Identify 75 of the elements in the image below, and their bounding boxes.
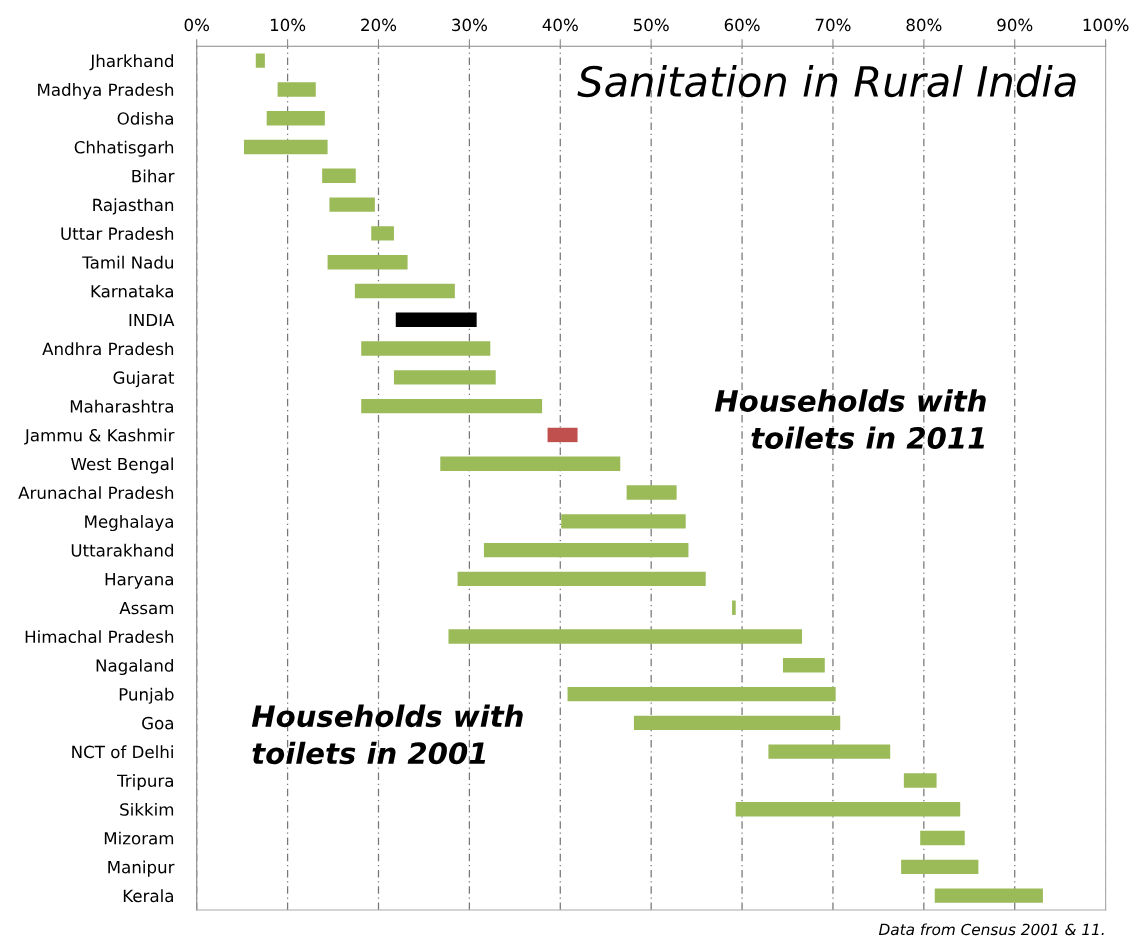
x-tick-label: 20%: [361, 18, 397, 32]
x-tick-label: 40%: [542, 18, 578, 32]
y-tick-label: Mizoram: [104, 831, 174, 845]
bar: [371, 226, 394, 241]
x-tick-label: 50%: [633, 18, 669, 32]
bar: [782, 658, 825, 673]
y-tick-label: Maharashtra: [70, 399, 173, 413]
y-tick-label: West Bengal: [71, 457, 173, 474]
y-tick-label: Bihar: [132, 169, 175, 183]
x-tick-label: 90%: [997, 18, 1033, 32]
x-tick-label: 100%: [1083, 18, 1129, 32]
x-tick-label: 10%: [270, 18, 306, 32]
bar: [440, 456, 621, 471]
bar: [448, 629, 803, 644]
y-tick-label: Meghalaya: [85, 514, 173, 532]
bar: [243, 139, 328, 155]
bar: [934, 888, 1043, 903]
x-tick-label: 80%: [906, 18, 942, 32]
bar: [567, 686, 836, 702]
y-tick-label: Punjab: [119, 687, 174, 704]
y-tick-label: Odisha: [117, 111, 173, 125]
bar: [361, 341, 491, 356]
bar: [547, 427, 578, 443]
bar: [255, 53, 265, 68]
y-tick-label: Rajasthan: [93, 198, 174, 215]
y-tick-label: Jharkhand: [89, 54, 173, 71]
bar: [457, 571, 706, 587]
annotation: Households with toilets in 2001: [251, 704, 523, 765]
bar: [903, 773, 937, 788]
y-tick-label: Uttar Pradesh: [61, 227, 174, 240]
bar: [732, 600, 736, 615]
y-tick-label: Andhra Pradesh: [42, 342, 174, 356]
y-tick-label: Uttarakhand: [71, 543, 173, 557]
x-tick-label: 70%: [815, 18, 851, 32]
x-tick-label: 0%: [184, 18, 210, 32]
y-tick-label: Kerala: [123, 889, 173, 903]
chart-title: Sanitation in Rural India: [577, 64, 1076, 98]
x-tick-label: 30%: [452, 18, 487, 32]
y-tick-label: Tripura: [117, 774, 173, 791]
y-tick-label: Haryana: [105, 573, 173, 589]
y-tick-label: NCT of Delhi: [72, 745, 173, 759]
bar: [626, 485, 677, 500]
y-tick-label: Chhatisgarh: [74, 140, 174, 157]
y-tick-label: Gujarat: [113, 371, 175, 388]
y-tick-label: Himachal Pradesh: [25, 630, 174, 644]
y-tick-label: Jammu & Kashmir: [24, 428, 175, 445]
bar: [901, 859, 979, 875]
y-tick-label: INDIA: [129, 313, 175, 327]
bar: [483, 542, 689, 558]
bar: [561, 514, 686, 529]
y-tick-label: Arunachal Pradesh: [18, 486, 174, 500]
bar: [361, 398, 543, 414]
y-tick-label: Tamil Nadu: [82, 255, 173, 269]
y-tick-label: Nagaland: [96, 658, 173, 676]
bar: [354, 283, 455, 299]
bar: [768, 744, 891, 759]
bar: [920, 830, 965, 846]
text: Data from Census 2001 & 11.: [878, 923, 1104, 936]
bar: [266, 111, 325, 126]
y-tick-label: Goa: [142, 716, 173, 730]
bar: [395, 312, 477, 327]
bar: [735, 802, 961, 817]
y-tick-label: Assam: [119, 601, 174, 615]
y-tick-label: Manipur: [108, 860, 175, 877]
y-tick-label: Madhya Pradesh: [38, 83, 174, 100]
annotation: Households with toilets in 2011: [714, 389, 986, 449]
bar: [393, 370, 496, 385]
bar: [277, 82, 316, 97]
bar: [329, 197, 375, 212]
bar: [322, 168, 356, 184]
bar: [327, 255, 408, 270]
y-tick-label: Sikkim: [120, 802, 174, 816]
y-tick-label: Karnataka: [91, 284, 173, 298]
x-tick-label: 60%: [724, 18, 760, 32]
bar: [633, 715, 841, 731]
